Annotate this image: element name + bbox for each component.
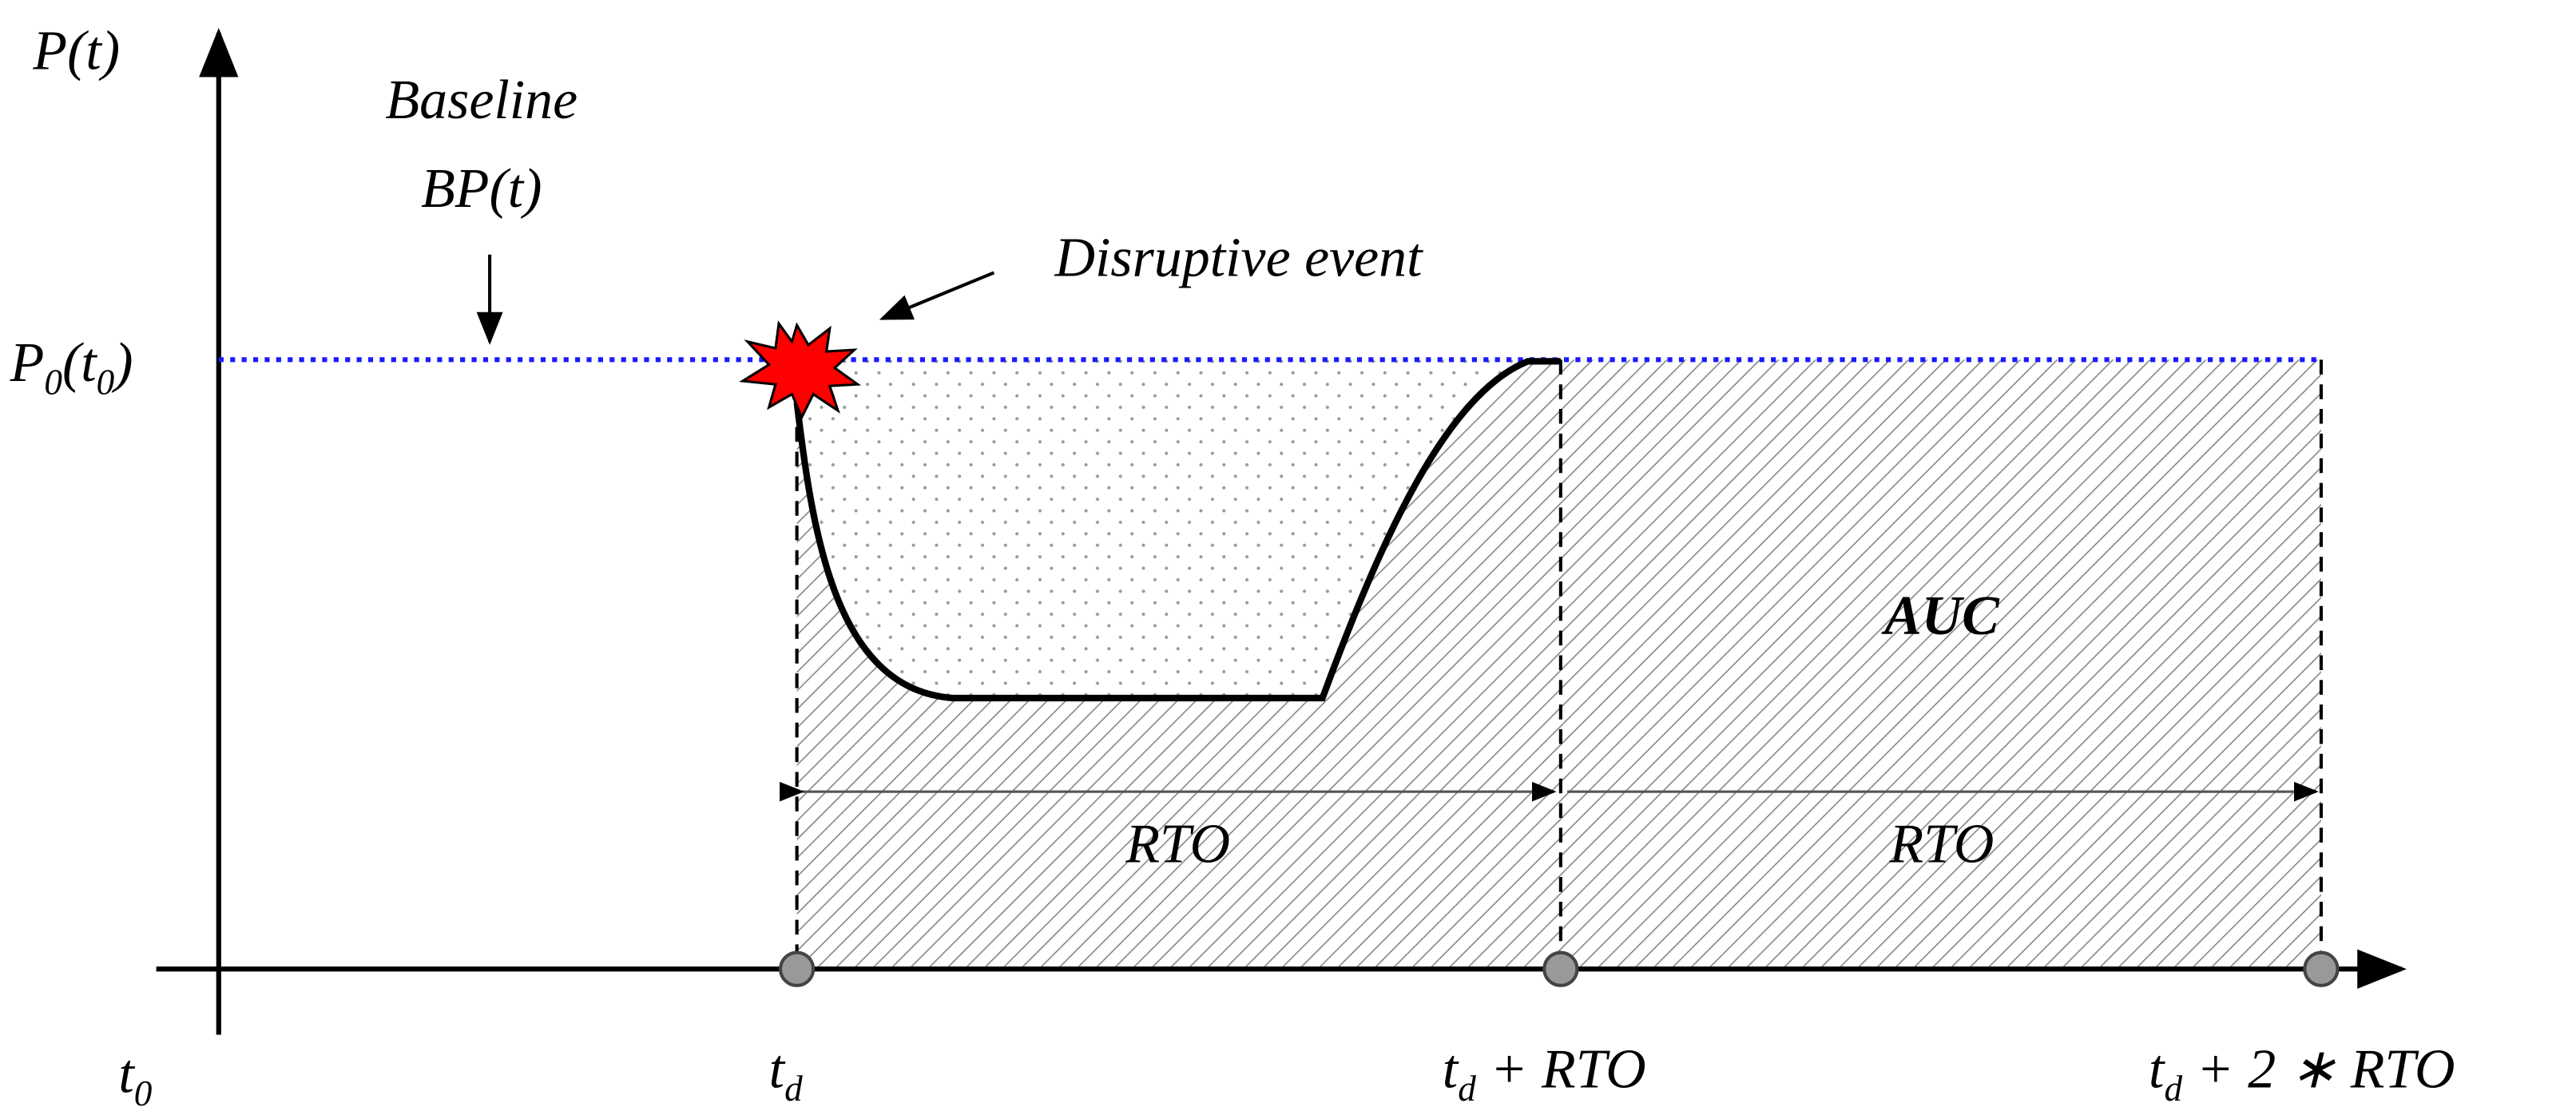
dashed-lines (795, 359, 2324, 970)
x-label: td + 2 ∗ RTO (2149, 1038, 2455, 1107)
baseline-level: P0(t0) (10, 332, 133, 402)
time-points (779, 950, 2340, 987)
origin-label: t0 (118, 1043, 152, 1107)
event-label: Disruptive event (1054, 227, 1423, 288)
performance-curve (793, 358, 1561, 702)
x-label: td (769, 1038, 803, 1107)
dotted-area (796, 359, 1528, 698)
baseline-label: Baseline (385, 69, 578, 131)
y-axis-label: P(t) (32, 20, 120, 81)
x-label: td + RTO (1443, 1038, 1646, 1107)
event-arrow (879, 271, 995, 320)
event-burst (739, 320, 862, 420)
rto-label: RTO (1889, 814, 1995, 875)
baseline-function: BP(t) (421, 158, 542, 220)
rto-label: RTO (1125, 814, 1230, 875)
auc-label: AUC (1881, 585, 2000, 647)
